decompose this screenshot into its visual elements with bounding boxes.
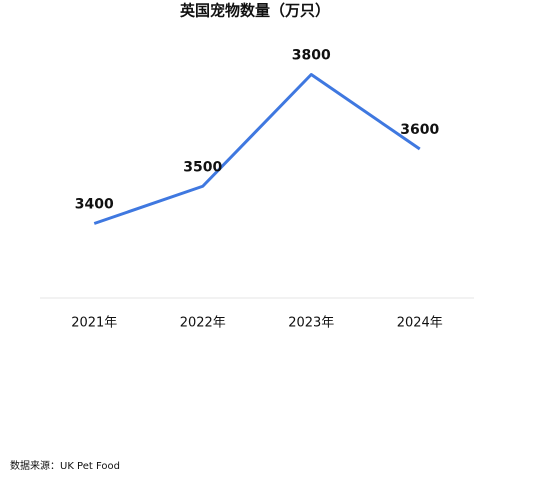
x-tick-label: 2022年	[180, 316, 226, 331]
data-label: 3400	[75, 197, 114, 213]
x-tick-label: 2021年	[71, 316, 117, 331]
line-series	[93, 73, 421, 225]
source-note: 数据来源：UK Pet Food	[10, 459, 120, 472]
x-tick-label: 2024年	[397, 316, 443, 331]
data-label: 3500	[183, 159, 222, 175]
chart-title: 英国宠物数量（万只）	[180, 2, 330, 20]
data-label: 3600	[400, 122, 439, 138]
x-tick-label: 2023年	[288, 316, 334, 331]
data-label: 3800	[292, 48, 331, 64]
